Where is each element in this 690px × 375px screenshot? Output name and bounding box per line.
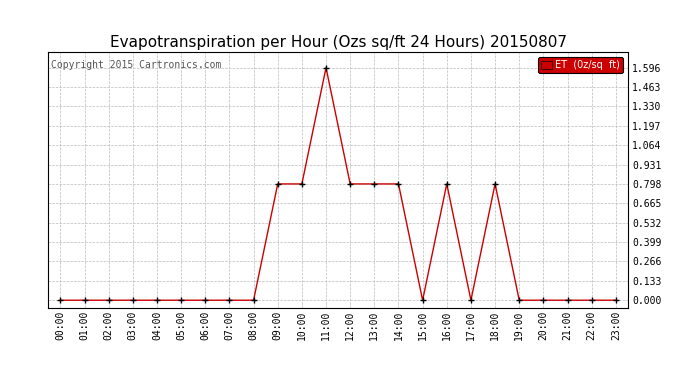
Title: Evapotranspiration per Hour (Ozs sq/ft 24 Hours) 20150807: Evapotranspiration per Hour (Ozs sq/ft 2… bbox=[110, 35, 566, 50]
Text: Copyright 2015 Cartronics.com: Copyright 2015 Cartronics.com bbox=[51, 60, 221, 70]
Legend: ET  (0z/sq  ft): ET (0z/sq ft) bbox=[538, 57, 623, 73]
